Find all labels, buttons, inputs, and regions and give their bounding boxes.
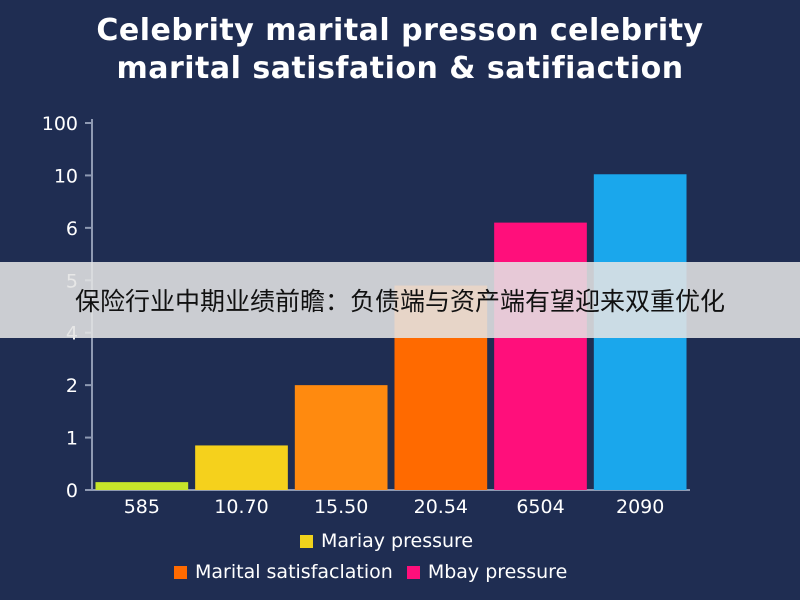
y-tick-label: 2: [66, 375, 78, 397]
legend-row-1: Mariay pressure: [300, 530, 473, 552]
legend-row-2: Marital satisfaclation Mbay pressure: [174, 561, 567, 583]
y-tick-label: 1: [66, 428, 78, 450]
x-tick-label: 585: [124, 496, 160, 518]
legend-swatch-0: [300, 534, 313, 548]
chart-title-line-1: Celebrity marital presson celebrity: [96, 13, 704, 48]
x-tick-label: 10.70: [214, 496, 268, 518]
chart-title: Celebrity marital presson celebrity mari…: [0, 12, 800, 88]
news-banner: 保险行业中期业绩前瞻：负债端与资产端有望迎来双重优化: [0, 262, 800, 338]
y-tick-label: 100: [42, 113, 78, 135]
x-tick-label: 6504: [516, 496, 564, 518]
y-tick-label: 0: [66, 480, 78, 502]
x-tick-label: 20.54: [414, 496, 468, 518]
x-tick-label: 15.50: [314, 496, 368, 518]
y-tick-label: 6: [66, 218, 78, 240]
chart-title-line-2: marital satisfation & satifiaction: [116, 51, 684, 86]
banner-text: 保险行业中期业绩前瞻：负债端与资产端有望迎来双重优化: [74, 287, 725, 316]
legend-swatch-2: [406, 565, 420, 579]
x-tick-label: 2090: [616, 496, 664, 518]
legend-label-2: Mbay pressure: [427, 561, 568, 583]
legend-label-0: Mariay pressure: [321, 530, 474, 552]
bar-2: [294, 385, 388, 490]
bar-1: [195, 445, 288, 490]
y-tick-label: 10: [54, 165, 78, 187]
bar-0: [95, 482, 189, 490]
legend-swatch-1: [174, 565, 187, 579]
legend-label-1: Marital satisfaclation: [195, 561, 393, 583]
